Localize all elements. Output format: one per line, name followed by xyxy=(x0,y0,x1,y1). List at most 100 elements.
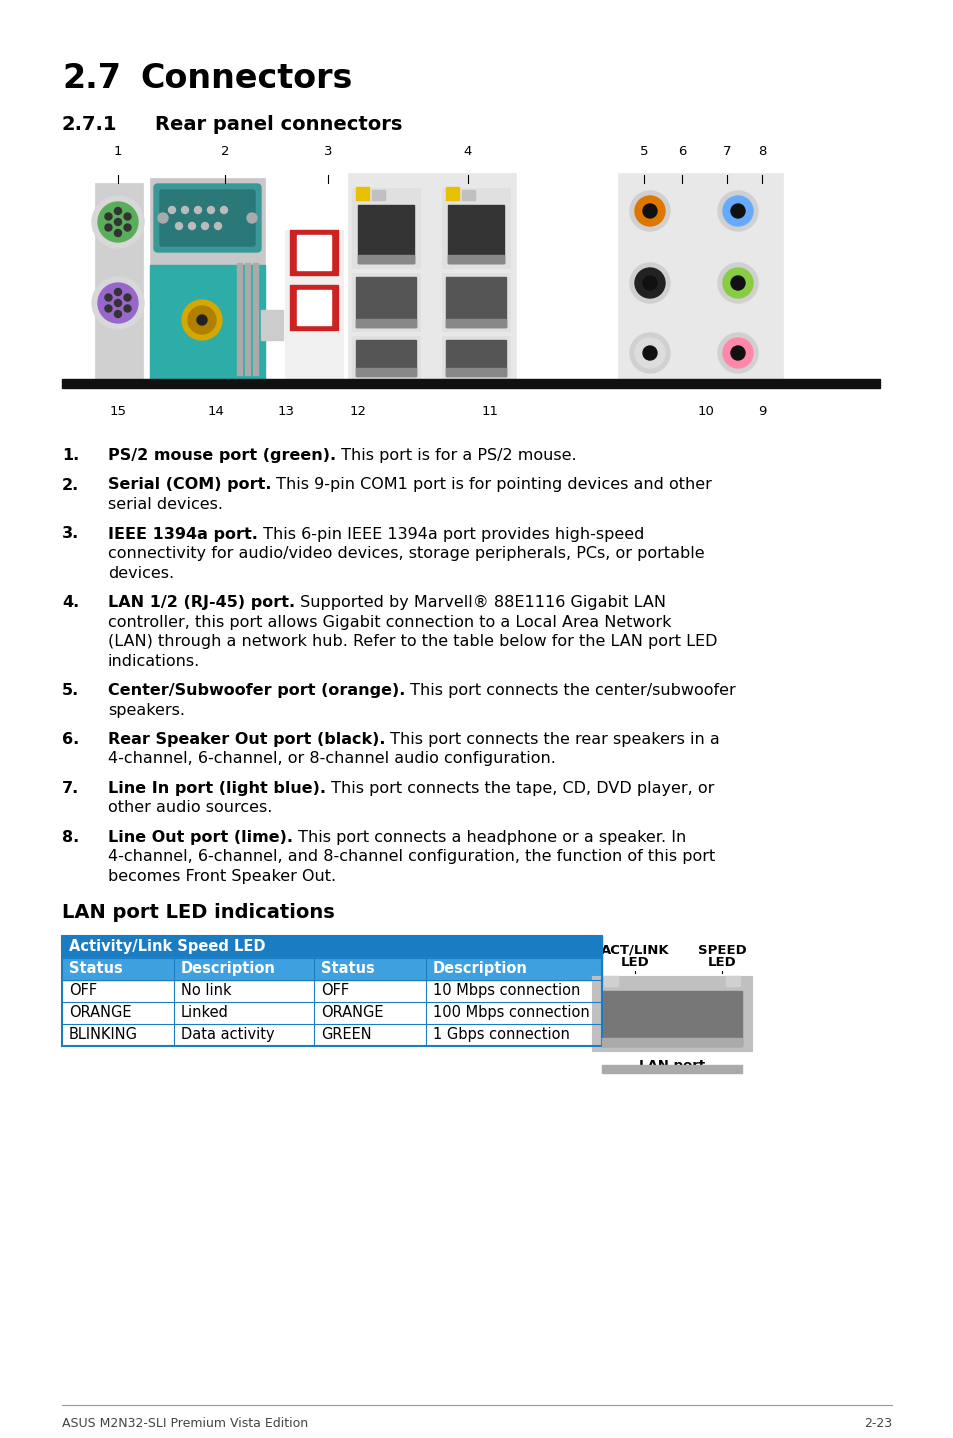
Text: LAN 1/2 (RJ-45) port.: LAN 1/2 (RJ-45) port. xyxy=(108,595,294,610)
Circle shape xyxy=(718,334,758,372)
Circle shape xyxy=(175,223,182,230)
Circle shape xyxy=(635,338,664,368)
Bar xyxy=(355,368,416,375)
Text: This 6-pin IEEE 1394a port provides high-speed: This 6-pin IEEE 1394a port provides high… xyxy=(257,526,643,542)
Text: This 9-pin COM1 port is for pointing devices and other: This 9-pin COM1 port is for pointing dev… xyxy=(272,477,712,492)
Circle shape xyxy=(188,306,215,334)
Circle shape xyxy=(220,207,227,213)
Bar xyxy=(601,1064,741,1073)
Text: 5.: 5. xyxy=(62,683,79,697)
Circle shape xyxy=(194,207,201,213)
Text: Rear Speaker Out port (black).: Rear Speaker Out port (black). xyxy=(108,732,385,746)
Text: 12: 12 xyxy=(349,406,366,418)
Circle shape xyxy=(105,293,112,301)
Bar xyxy=(446,319,505,326)
Bar xyxy=(592,975,751,1051)
Circle shape xyxy=(158,213,168,223)
Text: This port connects a headphone or a speaker. In: This port connects a headphone or a spea… xyxy=(293,830,685,846)
FancyBboxPatch shape xyxy=(160,190,254,246)
Circle shape xyxy=(642,276,657,290)
Text: Status: Status xyxy=(69,961,123,976)
Bar xyxy=(446,278,505,326)
Bar xyxy=(348,173,516,380)
Bar xyxy=(352,273,419,331)
Text: becomes Front Speaker Out.: becomes Front Speaker Out. xyxy=(108,869,335,884)
Bar xyxy=(446,187,458,200)
Text: Line Out port (lime).: Line Out port (lime). xyxy=(108,830,293,846)
Circle shape xyxy=(722,196,752,226)
Text: 1.: 1. xyxy=(62,449,79,463)
Text: ASUS M2N32-SLI Premium Vista Edition: ASUS M2N32-SLI Premium Vista Edition xyxy=(62,1416,308,1429)
Bar xyxy=(296,290,331,325)
Bar xyxy=(62,1001,601,1024)
Text: IEEE 1394a port.: IEEE 1394a port. xyxy=(108,526,257,542)
Bar xyxy=(261,311,283,339)
Text: OFF: OFF xyxy=(320,984,349,998)
Text: BLINKING: BLINKING xyxy=(69,1027,138,1043)
Bar xyxy=(441,273,510,331)
Bar xyxy=(62,936,601,958)
Text: 1: 1 xyxy=(113,145,122,158)
Bar xyxy=(236,263,242,375)
Bar xyxy=(441,188,510,267)
Circle shape xyxy=(114,289,121,295)
Text: 3: 3 xyxy=(323,145,332,158)
Text: No link: No link xyxy=(181,984,232,998)
Text: 4: 4 xyxy=(463,145,472,158)
Text: connectivity for audio/video devices, storage peripherals, PCs, or portable: connectivity for audio/video devices, st… xyxy=(108,546,704,561)
Text: controller, this port allows Gigabit connection to a Local Area Network: controller, this port allows Gigabit con… xyxy=(108,614,671,630)
Text: indications.: indications. xyxy=(108,653,200,669)
Circle shape xyxy=(124,224,131,232)
Text: 5: 5 xyxy=(639,145,648,158)
Bar xyxy=(448,206,503,263)
Bar xyxy=(603,975,618,985)
Circle shape xyxy=(114,311,121,318)
Text: 4-channel, 6-channel, and 8-channel configuration, the function of this port: 4-channel, 6-channel, and 8-channel conf… xyxy=(108,850,715,864)
Text: Description: Description xyxy=(433,961,527,976)
Circle shape xyxy=(169,207,175,213)
Text: LAN port: LAN port xyxy=(639,1058,704,1071)
Circle shape xyxy=(730,276,744,290)
Bar xyxy=(618,173,782,380)
Circle shape xyxy=(208,207,214,213)
Text: 7.: 7. xyxy=(62,781,79,797)
Text: ORANGE: ORANGE xyxy=(320,1005,383,1020)
Text: LED: LED xyxy=(620,956,649,969)
Circle shape xyxy=(98,283,138,324)
Bar xyxy=(245,263,250,375)
Text: 2.7.1: 2.7.1 xyxy=(62,115,117,134)
Text: Center/Subwoofer port (orange).: Center/Subwoofer port (orange). xyxy=(108,683,405,697)
Circle shape xyxy=(214,223,221,230)
Text: speakers.: speakers. xyxy=(108,703,185,718)
Circle shape xyxy=(730,204,744,219)
Text: 100 Mbps connection: 100 Mbps connection xyxy=(433,1005,589,1020)
Text: 6.: 6. xyxy=(62,732,79,746)
Bar xyxy=(355,278,416,326)
Circle shape xyxy=(182,301,222,339)
Circle shape xyxy=(91,278,144,329)
Text: This port is for a PS/2 mouse.: This port is for a PS/2 mouse. xyxy=(335,449,577,463)
Text: Linked: Linked xyxy=(181,1005,229,1020)
Circle shape xyxy=(124,305,131,312)
Circle shape xyxy=(91,196,144,247)
Circle shape xyxy=(730,347,744,360)
FancyBboxPatch shape xyxy=(153,184,261,252)
Text: Rear panel connectors: Rear panel connectors xyxy=(154,115,402,134)
Bar xyxy=(62,380,879,388)
Circle shape xyxy=(722,338,752,368)
Bar xyxy=(95,183,143,380)
Circle shape xyxy=(629,191,669,232)
Bar xyxy=(446,339,505,375)
Text: Line In port (light blue).: Line In port (light blue). xyxy=(108,781,326,797)
Text: This port connects the tape, CD, DVD player, or: This port connects the tape, CD, DVD pla… xyxy=(326,781,714,797)
Text: This port connects the center/subwoofer: This port connects the center/subwoofer xyxy=(405,683,736,697)
Text: OFF: OFF xyxy=(69,984,97,998)
Text: devices.: devices. xyxy=(108,565,174,581)
Bar xyxy=(62,1024,601,1045)
Text: SPEED: SPEED xyxy=(697,943,745,956)
Circle shape xyxy=(105,213,112,220)
Circle shape xyxy=(114,219,121,226)
Bar xyxy=(355,187,369,200)
Bar xyxy=(290,230,337,275)
Text: ACT/LINK: ACT/LINK xyxy=(600,943,669,956)
